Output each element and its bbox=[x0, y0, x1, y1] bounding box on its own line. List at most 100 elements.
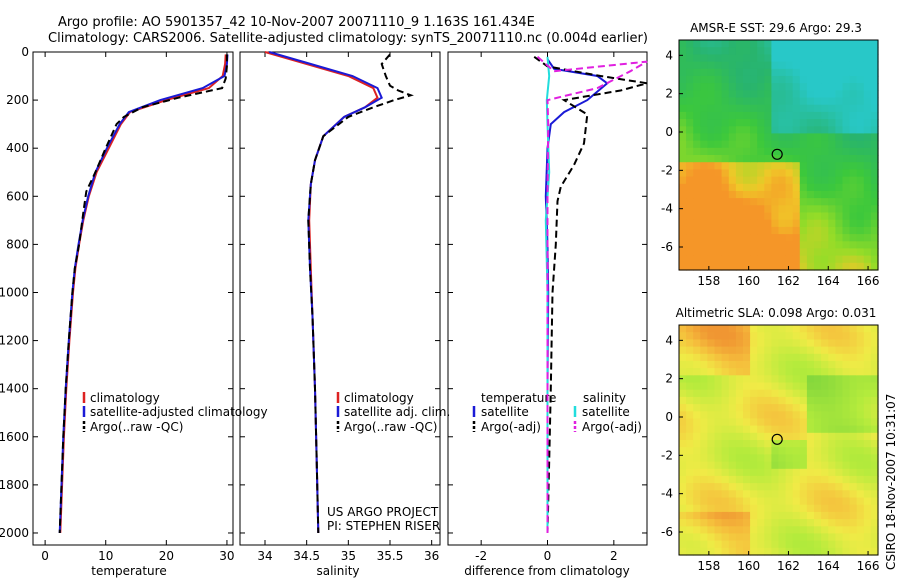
sla-cell bbox=[771, 375, 780, 384]
sst-cell bbox=[735, 198, 744, 206]
sst-cell bbox=[814, 47, 822, 55]
sla-cell bbox=[821, 526, 829, 535]
sla-cell bbox=[764, 461, 772, 470]
sla-cell bbox=[806, 519, 815, 527]
sst-cell bbox=[721, 75, 730, 84]
sla-cell bbox=[707, 504, 716, 513]
sla-cell bbox=[743, 375, 751, 384]
sst-cell bbox=[728, 61, 737, 70]
sst-cell bbox=[693, 147, 701, 156]
sla-cell bbox=[721, 533, 730, 542]
sst-cell bbox=[799, 119, 808, 127]
sst-cell bbox=[785, 155, 794, 163]
sst-cell bbox=[785, 83, 794, 91]
difference-panel: difference from climatology temperature … bbox=[447, 51, 648, 578]
sst-cell bbox=[778, 226, 787, 235]
sst-cell bbox=[764, 155, 772, 163]
sla-cell bbox=[750, 418, 758, 427]
sla-cell bbox=[679, 396, 687, 405]
sst-cell bbox=[707, 255, 716, 264]
sst-cell bbox=[814, 126, 822, 135]
sst-cell bbox=[743, 40, 751, 48]
sst-cell bbox=[821, 90, 829, 99]
sst-cell bbox=[835, 248, 844, 257]
sst-cell bbox=[828, 75, 836, 84]
sst-cell bbox=[863, 119, 872, 127]
sla-cell bbox=[714, 346, 723, 355]
sla-cell bbox=[721, 353, 730, 362]
sla-cell bbox=[735, 504, 744, 513]
sla-cell bbox=[721, 511, 730, 520]
sla-cell bbox=[806, 526, 815, 535]
sst-cell bbox=[799, 190, 808, 199]
sst-cell bbox=[863, 140, 872, 149]
sla-cell bbox=[792, 447, 801, 455]
sla-cell bbox=[686, 368, 694, 376]
sla-cell bbox=[799, 511, 808, 520]
sla-cell bbox=[721, 339, 730, 348]
sst-cell bbox=[743, 162, 751, 170]
sla-cell bbox=[700, 440, 708, 448]
sst-cell bbox=[707, 40, 716, 48]
sst-cell bbox=[806, 248, 815, 257]
sla-cell bbox=[764, 396, 772, 405]
sst-cell bbox=[821, 262, 829, 271]
sst-cell bbox=[757, 97, 765, 106]
sla-cell bbox=[863, 497, 872, 506]
sla-cell bbox=[771, 526, 780, 535]
sla-cell bbox=[700, 396, 708, 405]
sla-cell bbox=[686, 325, 694, 333]
sst-cell bbox=[721, 40, 730, 48]
sst-cell bbox=[721, 83, 730, 91]
sst-cell bbox=[707, 176, 716, 185]
sst-cell bbox=[679, 97, 687, 106]
sla-cell bbox=[764, 440, 772, 448]
sla-cell bbox=[821, 540, 829, 549]
sla-cell bbox=[849, 411, 858, 420]
sla-cell bbox=[707, 447, 716, 455]
sla-cell bbox=[735, 483, 744, 491]
sla-cell bbox=[799, 382, 808, 391]
sst-cell bbox=[743, 248, 751, 257]
sst-cell bbox=[828, 97, 836, 106]
sla-cell bbox=[757, 519, 765, 527]
sla-cell bbox=[757, 461, 765, 470]
sst-cell bbox=[686, 147, 694, 156]
sst-cell bbox=[764, 241, 772, 250]
sla-cell bbox=[714, 389, 723, 398]
sst-cell bbox=[870, 255, 879, 264]
sst-cell bbox=[856, 212, 865, 221]
sla-cell bbox=[721, 404, 730, 412]
sla-cell bbox=[814, 339, 822, 348]
sla-cell bbox=[835, 353, 844, 362]
sst-cell bbox=[842, 255, 851, 264]
sst-cell bbox=[842, 133, 851, 142]
sla-cell bbox=[707, 468, 716, 477]
sst-cell bbox=[842, 241, 851, 250]
sla-cell bbox=[870, 389, 879, 398]
sla-cell bbox=[707, 490, 716, 499]
sla-cell bbox=[693, 325, 701, 333]
sla-cell bbox=[735, 325, 744, 333]
sla-cell bbox=[870, 418, 879, 427]
sst-cell bbox=[849, 155, 858, 163]
sst-cell bbox=[792, 183, 801, 192]
sla-cell bbox=[870, 461, 879, 470]
sla-cell bbox=[771, 353, 780, 362]
sst-cell bbox=[757, 111, 765, 120]
sst-cell bbox=[679, 119, 687, 127]
sla-cell bbox=[849, 526, 858, 535]
sla-cell bbox=[778, 425, 787, 434]
sst-cell bbox=[721, 97, 730, 106]
sla-cell bbox=[835, 332, 844, 340]
sla-cell bbox=[814, 454, 822, 463]
sst-cell bbox=[842, 198, 851, 206]
sst-cell bbox=[799, 241, 808, 250]
sla-cell bbox=[799, 461, 808, 470]
sst-cell bbox=[735, 212, 744, 221]
sst-cell bbox=[735, 111, 744, 120]
sst-cell bbox=[721, 262, 730, 271]
sst-cell bbox=[828, 155, 836, 163]
sla-cell bbox=[856, 497, 865, 506]
sla-cell bbox=[821, 353, 829, 362]
